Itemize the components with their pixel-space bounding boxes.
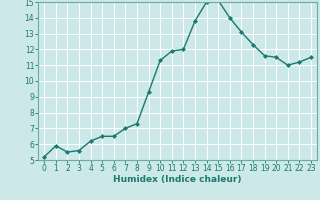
X-axis label: Humidex (Indice chaleur): Humidex (Indice chaleur) [113, 175, 242, 184]
